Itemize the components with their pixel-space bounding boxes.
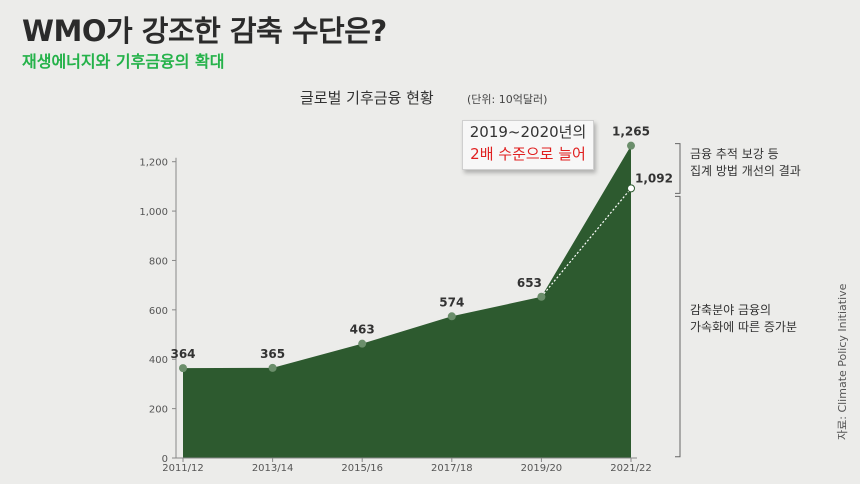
adjusted-trend-line [540,187,632,298]
methodology-bracket [675,143,681,194]
x-tick-label: 2021/22 [610,463,652,474]
data-point [179,364,187,373]
x-tick-label: 2011/12 [162,463,204,474]
area-series [183,145,631,458]
data-label: 364 [170,347,195,361]
x-tick-label: 2013/14 [252,463,294,474]
adjusted-data-point [627,184,635,193]
subheadline: 재생에너지와 기후금융의 확대 [22,52,225,71]
data-label: 365 [260,347,285,361]
note-methodology-line1: 금융 추적 보강 등 [690,147,779,161]
x-tick-label: 2015/16 [341,463,383,474]
note-acceleration-line1: 감축분야 금융의 [690,303,772,317]
adjusted-data-label: 1,092 [635,171,673,185]
headline: WMO가 강조한 감축 수단은? [22,14,387,48]
callout-line2: 2배 수준으로 늘어 [470,145,586,163]
callout-line1: 2019~2020년의 [469,123,587,141]
note-methodology-line2: 집계 방법 개선의 결과 [690,164,801,178]
y-tick-label: 600 [149,306,168,317]
note-acceleration: 감축분야 금융의 가속화에 따른 증가분 [690,302,797,336]
y-tick-label: 1,200 [139,158,168,169]
acceleration-bracket [675,195,681,458]
data-point [627,141,635,150]
data-label: 653 [517,276,542,290]
x-tick-label: 2017/18 [431,463,473,474]
chart-title: 글로벌 기후금융 현황 [300,89,434,107]
data-point [537,292,546,301]
y-tick-label: 800 [149,256,168,267]
y-tick-label: 1,000 [139,207,168,218]
note-methodology: 금융 추적 보강 등 집계 방법 개선의 결과 [690,146,801,180]
note-acceleration-line2: 가속화에 따른 증가분 [690,320,797,334]
y-tick-label: 200 [149,405,168,416]
data-point [447,312,456,321]
callout-box: 2019~2020년의 2배 수준으로 늘어 [462,120,594,170]
y-tick-label: 0 [162,454,168,465]
data-label: 1,265 [612,125,650,139]
y-tick-label: 400 [149,355,168,366]
data-point [268,363,277,372]
x-tick-label: 2019/20 [521,463,563,474]
data-label: 574 [439,295,464,309]
data-label: 463 [350,323,375,337]
chart-unit: (단위: 10억달러) [467,93,547,106]
data-point [358,339,367,348]
source-credit: 자료: Climate Policy Initiative [836,283,849,440]
